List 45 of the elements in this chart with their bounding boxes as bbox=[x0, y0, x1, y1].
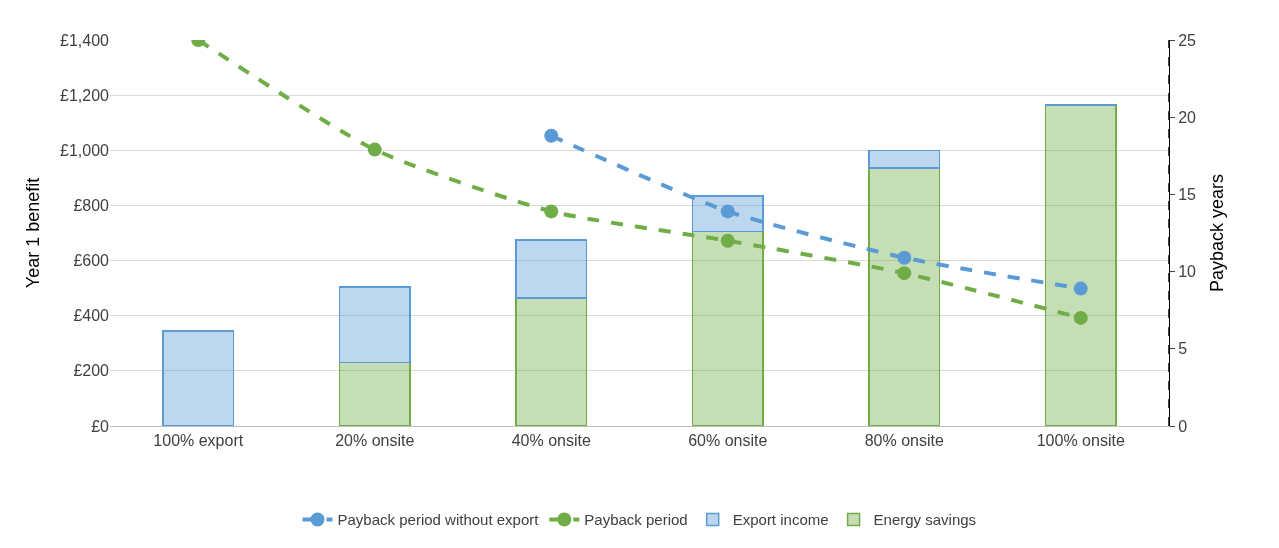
point bbox=[897, 266, 912, 281]
y-tick-label: £400 bbox=[73, 307, 110, 325]
y2-axis-title: Payback years bbox=[1207, 173, 1228, 293]
point bbox=[544, 204, 559, 219]
bar bbox=[1044, 104, 1117, 426]
y-tick-label: £600 bbox=[73, 252, 110, 270]
y2-tick-label: 0 bbox=[1178, 417, 1188, 435]
legend-label: Energy savings bbox=[873, 511, 977, 529]
point bbox=[897, 250, 912, 265]
point bbox=[1073, 281, 1088, 296]
x-tick-label: 60% onsite bbox=[688, 432, 768, 450]
y2-tick-label: 5 bbox=[1178, 340, 1188, 358]
x-tick-label: 20% onsite bbox=[335, 432, 415, 450]
y-tick-label: £800 bbox=[73, 197, 110, 215]
bar bbox=[338, 286, 411, 364]
legend-label: Payback period bbox=[584, 511, 688, 529]
y-tick-label: £1,000 bbox=[60, 141, 110, 159]
y-tick-label: £1,400 bbox=[60, 31, 110, 49]
bar bbox=[691, 195, 764, 233]
bar bbox=[691, 230, 764, 426]
y2-tick-label: 20 bbox=[1178, 108, 1197, 126]
point bbox=[720, 204, 735, 219]
point bbox=[367, 142, 382, 157]
x-tick-label: 80% onsite bbox=[864, 432, 944, 450]
bar bbox=[162, 330, 235, 426]
y2-tick-label: 15 bbox=[1178, 186, 1197, 203]
y-axis-title: Year 1 benefit bbox=[23, 177, 44, 289]
point bbox=[1073, 310, 1088, 325]
x-tick-label: 100% export bbox=[153, 432, 244, 450]
y-tick-label: £0 bbox=[91, 417, 110, 435]
legend-label: Export income bbox=[732, 511, 829, 529]
x-tick-label: 40% onsite bbox=[511, 432, 591, 450]
point bbox=[544, 128, 559, 143]
y2-tick-label: 25 bbox=[1178, 31, 1197, 49]
point bbox=[720, 233, 735, 248]
bar bbox=[868, 167, 941, 426]
x-tick-label: 100% onsite bbox=[1036, 432, 1125, 450]
bar bbox=[868, 149, 941, 169]
bar bbox=[515, 297, 588, 426]
y2-tick-label: 10 bbox=[1178, 263, 1197, 281]
bar bbox=[338, 361, 411, 426]
legend-label: Payback period without export bbox=[337, 511, 540, 529]
y-tick-label: £1,200 bbox=[60, 86, 110, 104]
bar bbox=[515, 239, 588, 299]
y-tick-label: £200 bbox=[73, 362, 110, 380]
